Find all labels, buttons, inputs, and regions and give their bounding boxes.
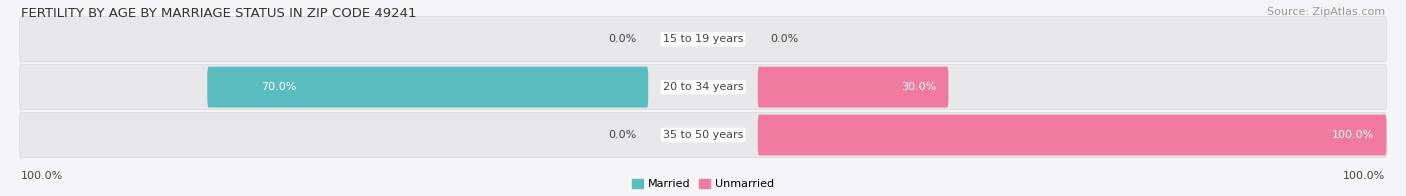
Text: 100.0%: 100.0%: [1331, 130, 1375, 140]
Text: Source: ZipAtlas.com: Source: ZipAtlas.com: [1267, 6, 1385, 16]
Text: 35 to 50 years: 35 to 50 years: [662, 130, 744, 140]
Text: 70.0%: 70.0%: [262, 82, 297, 92]
FancyBboxPatch shape: [207, 67, 648, 107]
Legend: Married, Unmarried: Married, Unmarried: [627, 175, 779, 194]
Text: 0.0%: 0.0%: [607, 34, 637, 44]
FancyBboxPatch shape: [20, 64, 1386, 110]
Text: FERTILITY BY AGE BY MARRIAGE STATUS IN ZIP CODE 49241: FERTILITY BY AGE BY MARRIAGE STATUS IN Z…: [21, 6, 416, 20]
Text: 20 to 34 years: 20 to 34 years: [662, 82, 744, 92]
FancyBboxPatch shape: [20, 112, 1386, 158]
FancyBboxPatch shape: [758, 115, 1386, 155]
Text: 100.0%: 100.0%: [21, 171, 63, 181]
Text: 0.0%: 0.0%: [607, 130, 637, 140]
Text: 100.0%: 100.0%: [1343, 171, 1385, 181]
FancyBboxPatch shape: [20, 16, 1386, 62]
Text: 0.0%: 0.0%: [770, 34, 799, 44]
Text: 30.0%: 30.0%: [901, 82, 936, 92]
Text: 15 to 19 years: 15 to 19 years: [662, 34, 744, 44]
FancyBboxPatch shape: [758, 67, 949, 107]
